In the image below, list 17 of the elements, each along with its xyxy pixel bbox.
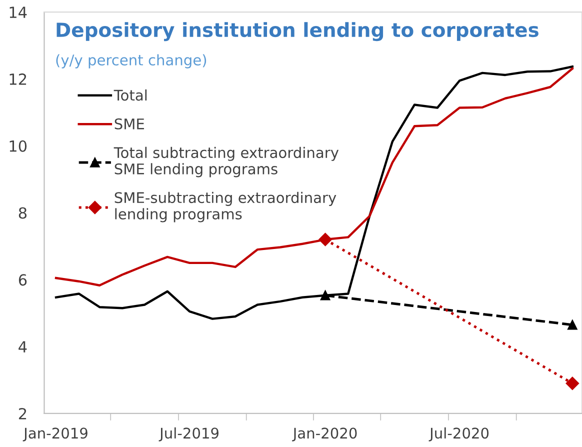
y-tick-label: 4 bbox=[18, 341, 27, 352]
x-tick-label: Jul-2019 bbox=[158, 427, 219, 442]
y-tick-label: 6 bbox=[18, 274, 27, 286]
y-tick-label: 8 bbox=[18, 207, 27, 219]
y-tick-label: 2 bbox=[18, 408, 26, 420]
legend-label: SME bbox=[114, 118, 144, 130]
legend-label: Total subtracting extraordinary SME lending programs bbox=[114, 146, 339, 178]
x-tick-label: Jul-2020 bbox=[428, 427, 489, 442]
legend-label: Total bbox=[114, 89, 147, 101]
x-tick-label: Jan-2019 bbox=[22, 428, 88, 442]
legend-label: SME-subtracting extraordinary lending programs bbox=[114, 192, 336, 222]
y-tick-label: 10 bbox=[10, 140, 27, 152]
text: (y/y percent change) bbox=[56, 54, 206, 68]
x-tick-label: Jan-2020 bbox=[292, 428, 357, 442]
text: Depository institution lending to corporates bbox=[56, 22, 538, 42]
y-tick-label: 12 bbox=[10, 73, 26, 85]
y-tick-label: 14 bbox=[10, 6, 27, 18]
